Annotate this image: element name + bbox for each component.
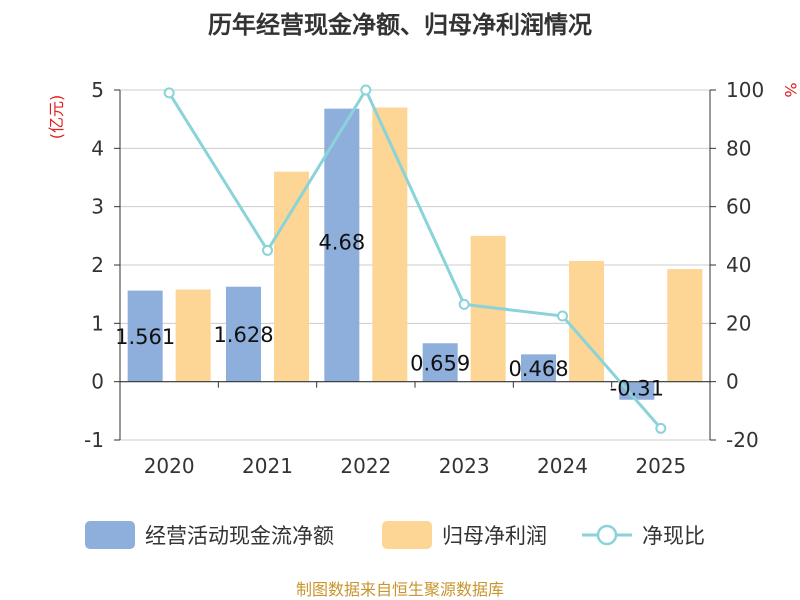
source-note: 制图数据来自恒生聚源数据库 [296,580,504,599]
left-tick-label: -1 [84,428,104,452]
right-tick-label: 80 [726,136,751,160]
net-profit-bar [667,269,703,382]
right-tick-label: 100 [726,78,764,102]
legend-label-cash-flow: 经营活动现金流净额 [145,524,334,548]
cash-flow-data-label: 1.561 [115,325,175,349]
cash-flow-data-label: 4.68 [318,231,365,255]
net-cash-ratio-line [163,84,667,434]
left-axis-unit: (亿元) [47,95,66,140]
right-tick-label: 20 [726,311,751,335]
net-cash-ratio-point [262,244,273,256]
cash-flow-data-label: 0.659 [410,351,470,375]
grid [120,89,710,441]
right-axis-unit: % [781,82,800,97]
cash-flow-bar [422,343,458,382]
net-profit-bar [274,171,309,382]
x-tick-label: 2020 [144,454,195,478]
right-tick-label: 0 [726,370,739,394]
x-tick-label: 2024 [537,454,588,478]
legend-label-net-profit: 归母净利润 [442,524,547,548]
cash-flow-bar [226,286,261,382]
x-tick-label: 2021 [242,454,293,478]
left-tick-label: 2 [91,253,104,277]
left-tick-label: 5 [91,78,104,102]
net-cash-ratio-point [458,298,470,310]
right-tick-label: 40 [726,253,751,277]
bars [127,107,703,400]
cash-flow-data-label: 1.628 [213,323,273,347]
left-tick-label: 4 [91,136,104,160]
x-tick-label: 2023 [439,454,490,478]
net-cash-ratio-point [557,310,568,322]
right-tick-label: 60 [726,195,751,219]
cash-flow-bar [619,381,655,400]
left-tick-label: 1 [91,311,104,335]
cash-flow-data-label: 0.468 [508,357,568,381]
left-tick-label: 0 [91,370,104,394]
axes: 5 4 3 2 1 0 -1 100 80 60 40 20 0 -20 2020 2021 2022 2023 2… [84,78,764,478]
net-cash-ratio-polyline [167,86,662,430]
right-tick-label: -20 [726,428,759,452]
legend-label-net-cash-ratio: 净现比 [642,524,705,548]
net-profit-bar [569,260,604,382]
x-tick-label: 2025 [635,454,686,478]
cash-flow-bar [521,354,556,382]
legend-marker-net-cash-ratio [596,524,618,546]
net-cash-ratio-point [655,422,667,434]
cash-flow-bar [127,290,163,382]
net-profit-bar [372,107,408,382]
legend[interactable]: 经营活动现金流净额 归母净利润 净现比 [85,521,705,549]
legend-swatch-cash-flow [85,521,135,549]
legend-swatch-net-profit [382,521,432,549]
chart-title: 历年经营现金净额、归母净利润情况 [208,11,592,39]
cash-flow-bar [324,108,360,382]
net-cash-ratio-point [163,87,175,99]
net-profit-bar [175,289,211,382]
data-labels: 1.561 1.628 4.68 0.659 0.468 -0.31 [115,231,664,401]
net-cash-ratio-point [360,84,372,96]
cash-flow-data-label: -0.31 [610,377,664,401]
x-tick-label: 2022 [340,454,391,478]
left-tick-label: 3 [91,195,104,219]
